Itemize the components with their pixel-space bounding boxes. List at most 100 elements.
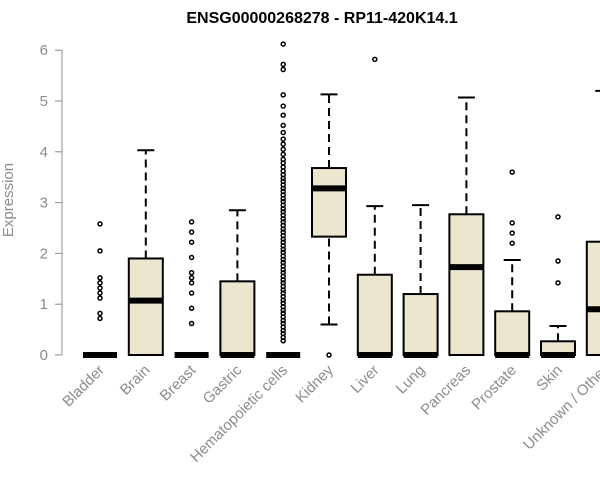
x-tick-label-gastric: Gastric <box>200 361 246 407</box>
x-tick-label-kidney: Kidney <box>292 361 337 406</box>
outlier-point <box>280 122 286 129</box>
box-group-unknown-other <box>585 89 600 356</box>
outlier-point <box>555 214 561 220</box>
box-group-pancreas <box>448 96 485 356</box>
chart-title: ENSG00000268278 - RP11-420K14.1 <box>186 10 457 27</box>
outlier-point <box>280 146 286 153</box>
outlier-point <box>97 295 103 301</box>
y-tick-label: 1 <box>40 296 48 313</box>
outlier-point <box>280 195 286 202</box>
outlier-point <box>97 280 103 286</box>
x-tick-label-breast: Breast <box>157 361 200 404</box>
box-group-lung <box>402 204 439 358</box>
outlier-point <box>188 290 195 296</box>
outlier-point <box>555 280 561 286</box>
y-tick-label: 0 <box>40 347 48 364</box>
box-group-bladder <box>83 221 117 358</box>
outlier-point <box>280 41 286 47</box>
outlier-point <box>280 266 286 273</box>
box-iqr <box>402 293 439 357</box>
box-group-gastric <box>219 209 256 358</box>
outlier-point <box>188 269 195 276</box>
outlier-point <box>509 240 515 246</box>
y-tick-label: 4 <box>40 144 48 161</box>
box-iqr <box>311 167 347 238</box>
x-tick-label-brain: Brain <box>117 362 154 399</box>
outlier-point <box>280 92 286 98</box>
y-tick-label: 3 <box>40 195 48 212</box>
y-tick-label: 5 <box>40 93 48 110</box>
y-axis: 0 1 2 3 4 5 6 <box>40 42 63 364</box>
outlier-point <box>188 305 195 312</box>
outlier-point <box>280 66 286 73</box>
outlier-point <box>188 254 195 261</box>
outlier-point <box>280 287 286 293</box>
outlier-point <box>280 141 286 147</box>
y-tick-label: 2 <box>40 245 48 262</box>
outlier-point <box>188 229 195 235</box>
outlier-point <box>280 151 286 158</box>
outlier-point <box>97 248 103 254</box>
box-group-breast <box>174 219 209 358</box>
outlier-point <box>280 236 286 242</box>
outlier-point <box>555 258 561 264</box>
outlier-point <box>280 327 286 334</box>
outlier-point <box>280 61 286 68</box>
outlier-point <box>280 129 286 136</box>
outlier-point <box>280 175 286 181</box>
outlier-point <box>188 275 195 281</box>
outlier-point <box>372 56 378 63</box>
box-group-prostate <box>494 169 531 358</box>
outlier-point <box>280 226 286 232</box>
box-iqr <box>585 240 600 356</box>
box-group-skin <box>540 214 576 358</box>
outlier-point <box>280 246 286 253</box>
outlier-point <box>280 205 286 212</box>
box-iqr <box>448 213 485 356</box>
x-tick-label-prostate: Prostate <box>468 362 520 414</box>
box-group-kidney <box>311 93 347 358</box>
box-group-brain <box>127 149 164 357</box>
box-iqr <box>219 280 256 356</box>
outlier-point <box>97 221 103 227</box>
outlier-point <box>326 352 332 358</box>
outlier-point <box>280 185 286 192</box>
x-tick-label-liver: Liver <box>348 362 383 397</box>
outlier-point <box>280 256 286 263</box>
outlier-point <box>97 275 103 281</box>
outlier-point <box>188 219 195 225</box>
outlier-point <box>280 216 286 222</box>
outlier-point <box>509 230 515 236</box>
outlier-point <box>188 280 195 286</box>
outlier-point <box>280 103 286 109</box>
plot-area <box>83 41 600 358</box>
x-tick-label-skin: Skin <box>533 362 566 395</box>
outlier-point <box>188 239 195 245</box>
outlier-point <box>97 315 103 322</box>
outlier-point <box>280 136 286 142</box>
outlier-point <box>280 112 286 118</box>
box-group-liver <box>356 56 393 358</box>
outlier-point <box>280 307 286 314</box>
outlier-point <box>509 169 515 175</box>
outlier-point <box>188 320 195 327</box>
x-tick-label-pancreas: Pancreas <box>417 362 474 419</box>
box-iqr <box>127 257 164 357</box>
x-tick-label-bladder: Bladder <box>59 362 108 411</box>
outlier-point <box>509 220 515 226</box>
box-iqr <box>356 273 393 356</box>
outlier-point <box>97 285 103 291</box>
outlier-point <box>97 310 103 317</box>
y-tick-label: 6 <box>40 42 48 59</box>
outlier-point <box>280 338 286 344</box>
outlier-point <box>280 297 286 303</box>
x-tick-label-lung: Lung <box>393 362 429 398</box>
outlier-point <box>280 277 286 283</box>
outlier-point <box>97 290 103 296</box>
outlier-point <box>280 317 286 324</box>
y-axis-label: Expression <box>0 163 17 237</box>
box-iqr <box>494 310 531 357</box>
box-group-hematopoietic-cells <box>266 41 301 358</box>
